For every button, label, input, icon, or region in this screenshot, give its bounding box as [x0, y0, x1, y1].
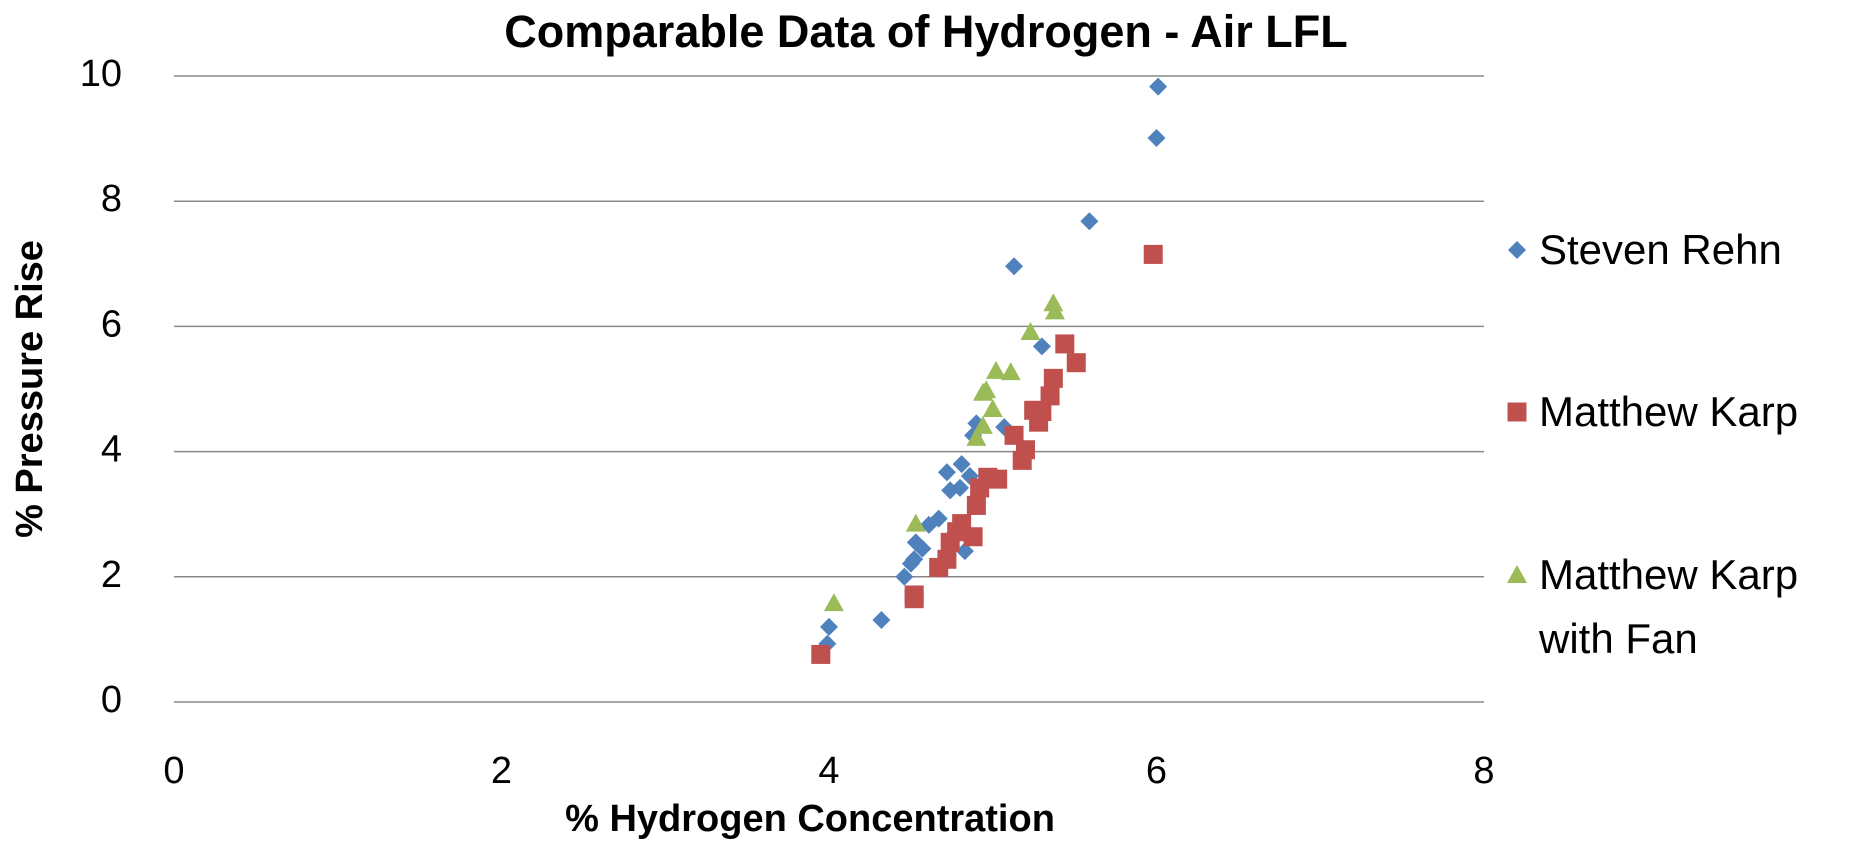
x-tick-label: 8	[1473, 750, 1494, 792]
square-marker	[1066, 353, 1086, 373]
square-marker	[1507, 402, 1527, 422]
legend-item: Matthew Karp	[1505, 380, 1845, 444]
diamond-marker	[1080, 212, 1099, 231]
triangle-marker	[972, 382, 993, 401]
triangle-marker	[972, 415, 993, 434]
y-tick-label: 8	[101, 178, 122, 220]
chart-title: Comparable Data of Hydrogen - Air LFL	[504, 6, 1347, 57]
square-marker	[1055, 334, 1075, 354]
triangle-marker	[1507, 565, 1527, 583]
y-tick-label: 2	[101, 554, 122, 596]
diamond-marker	[913, 539, 932, 558]
legend-item: Matthew Karp with Fan	[1505, 543, 1845, 671]
legend-swatch	[1508, 241, 1526, 259]
diamond-marker	[1032, 337, 1051, 356]
x-axis-label: % Hydrogen Concentration	[565, 798, 1055, 840]
diamond-marker	[1147, 128, 1166, 147]
square-marker	[929, 557, 949, 577]
square-marker	[904, 589, 924, 609]
legend-label: Matthew Karp with Fan	[1539, 551, 1799, 662]
square-marker	[1012, 450, 1032, 470]
square-marker	[940, 532, 960, 552]
diamond-marker	[952, 455, 971, 474]
diamond-marker	[872, 610, 891, 629]
triangle-marker	[1044, 301, 1065, 320]
square-marker	[1004, 425, 1024, 445]
diamond-marker	[895, 567, 914, 586]
y-tick-label: 0	[101, 679, 122, 721]
square-marker	[966, 495, 986, 515]
diamond-marker	[1005, 257, 1024, 276]
diamond-marker	[901, 554, 920, 573]
triangle-marker	[982, 399, 1003, 418]
diamond-marker	[1508, 241, 1526, 259]
x-tick-label: 0	[163, 750, 184, 792]
triangle-marker	[986, 360, 1007, 379]
triangle-marker	[905, 513, 926, 532]
y-tick-label: 4	[101, 429, 122, 471]
y-axis-label: % Pressure Rise	[9, 240, 51, 538]
square-marker	[970, 478, 990, 498]
x-tick-label: 6	[1146, 750, 1167, 792]
square-marker	[1029, 412, 1049, 432]
legend-label: Matthew Karp	[1539, 388, 1799, 435]
square-marker	[1043, 368, 1063, 388]
triangle-marker	[1043, 293, 1064, 312]
x-tick-label: 4	[818, 750, 839, 792]
diamond-marker	[937, 463, 956, 482]
diamond-marker	[1149, 77, 1168, 96]
legend-item: Steven Rehn	[1505, 218, 1845, 282]
legend-swatch	[1507, 402, 1527, 422]
legend-swatch	[1507, 565, 1527, 583]
diamond-marker	[955, 542, 974, 561]
triangle-marker	[966, 427, 987, 446]
y-tick-label: 6	[101, 303, 122, 345]
x-tick-label: 2	[491, 750, 512, 792]
square-marker	[811, 644, 831, 664]
triangle-marker	[1020, 322, 1041, 341]
triangle-marker	[823, 593, 844, 612]
diamond-marker	[951, 478, 969, 497]
y-tick-label: 10	[80, 53, 122, 95]
square-marker	[1143, 244, 1163, 264]
triangle-marker	[1000, 362, 1021, 381]
square-marker	[1040, 386, 1060, 406]
legend-label: Steven Rehn	[1539, 226, 1782, 273]
diamond-marker	[820, 617, 838, 636]
